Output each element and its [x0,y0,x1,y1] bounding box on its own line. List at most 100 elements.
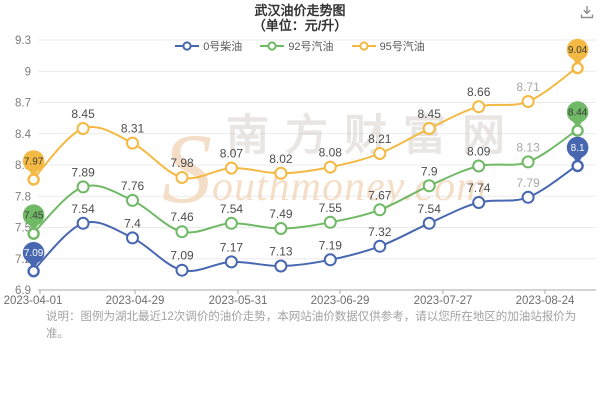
legend-label: 0号柴油 [203,41,243,53]
data-point-label: 8.08 [319,146,343,160]
data-point-marker [274,222,288,235]
data-point-marker [373,147,387,160]
y-axis-label: 8.7 [15,98,31,110]
data-point-marker [323,215,337,229]
download-button[interactable] [579,4,595,20]
data-point-marker [274,259,288,273]
data-point-label: 7.32 [368,225,392,239]
y-axis-label: 6.9 [15,285,31,297]
price-pin-balloon [566,38,589,61]
price-pin: 8.1 [566,136,589,173]
data-point-marker [27,265,40,278]
price-pin-label: 9.04 [568,45,588,56]
data-point-label: 7.9 [421,164,438,178]
data-point-marker [126,193,139,207]
price-pin: 7.09 [22,241,45,278]
legend-item-gas-92[interactable]: 92号汽油 [260,38,334,54]
data-point-label: 8.13 [516,140,540,154]
x-axis-label: 2023-04-29 [106,295,165,306]
data-point-marker [175,263,189,277]
x-axis-label: 2023-07-27 [414,295,473,306]
price-pin-balloon [566,136,589,159]
data-point-marker [521,95,535,108]
data-point-marker [521,190,535,204]
data-point-label: 7.54 [418,202,442,216]
x-axis-label: 2023-04-01 [4,295,63,306]
data-point-label: 8.45 [418,107,442,121]
y-axis-label: 9.3 [15,35,31,47]
data-point-label: 7.54 [220,202,244,216]
data-point-label: 8.21 [368,132,392,146]
data-point-marker [76,216,90,230]
price-pin: 9.04 [566,38,589,75]
data-point-label: 7.54 [71,202,95,216]
data-point-label: 8.31 [121,122,145,136]
y-axis-label: 7.5 [15,223,31,235]
data-point-label: 7.98 [170,156,194,170]
page-title: 武汉油价走势图 [254,3,346,18]
data-point-label: 7.67 [368,188,392,202]
legend-line-marker-icon [260,41,285,51]
data-point-label: 7.19 [319,238,343,252]
data-point-marker [175,171,189,184]
data-point-label: 8.02 [269,152,293,166]
data-point-marker [274,166,288,180]
data-point-label: 7.46 [170,210,194,224]
y-axis-label: 9 [25,66,31,78]
data-point-marker [175,225,189,239]
data-point-marker [76,180,90,194]
price-pin-balloon [22,150,45,172]
data-point-marker [224,161,238,175]
price-pin-label: 7.45 [24,211,44,222]
data-point-marker [373,239,387,253]
chart-title-block: 武汉油价走势图 （单位：元/升） [0,3,600,33]
data-point-label: 8.07 [220,147,244,161]
data-point-label: 7.49 [269,207,293,221]
y-axis-label: 8.4 [15,129,32,141]
x-axis-label: 2023-05-31 [209,295,268,306]
page-subtitle: （单位：元/升） [252,18,348,33]
data-point-marker [422,179,436,193]
price-pin: 7.97 [22,150,45,186]
watermark-cn-text: 南方财富网 [226,112,521,160]
data-point-label: 7.09 [170,249,194,263]
y-axis-label: 7.8 [15,191,31,203]
data-point-label: 7.89 [71,165,95,179]
data-point-marker [126,231,139,245]
data-point-marker [521,155,535,169]
data-point-label: 7.74 [467,181,491,195]
legend-line-marker-icon [351,41,376,51]
data-point-marker [422,122,436,135]
data-point-marker [571,159,584,173]
legend-label: 92号汽油 [288,41,334,53]
price-pin-balloon [566,101,589,123]
data-point-label: 7.76 [121,179,145,193]
legend-item-gas-95[interactable]: 95号汽油 [351,38,425,54]
legend: 0号柴油 92号汽油 95号汽油 [0,38,600,54]
legend-item-diesel-0[interactable]: 0号柴油 [175,38,242,54]
data-point-label: 7.55 [319,201,343,215]
data-point-marker [27,173,40,186]
price-pin-balloon [22,204,45,226]
data-point-label: 8.09 [467,145,491,159]
x-axis-label: 2023-06-29 [311,295,370,306]
data-point-marker [323,160,337,174]
data-point-label: 8.66 [467,85,491,99]
data-point-marker [571,61,584,75]
data-point-label: 7.17 [220,240,244,254]
data-point-label: 8.71 [516,80,540,94]
price-pin: 8.44 [566,101,589,137]
price-pin-label: 7.97 [24,157,44,168]
legend-line-marker-icon [175,41,200,51]
data-point-marker [224,216,238,230]
data-point-label: 7.79 [516,176,540,190]
price-pin-balloon [22,241,45,264]
data-point-marker [126,136,139,150]
data-point-marker [472,196,486,209]
data-point-marker [27,227,40,240]
data-point-marker [422,216,436,230]
data-point-marker [472,100,486,114]
price-pin: 7.45 [22,204,45,240]
